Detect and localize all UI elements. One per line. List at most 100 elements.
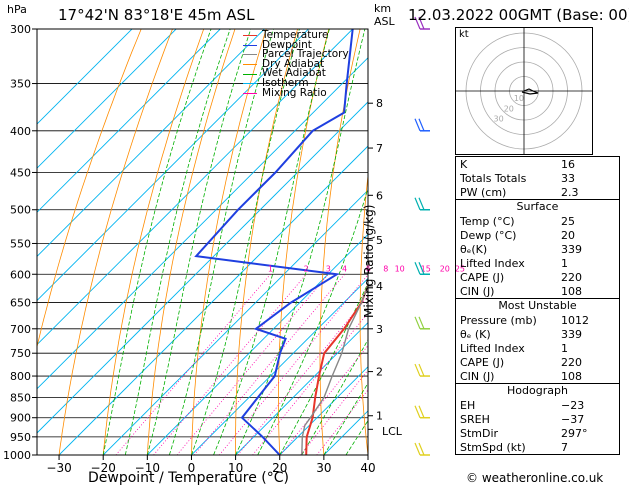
pressure-tick-label: 500 [10,204,31,217]
legend-label: Temperature [262,29,329,41]
temp-tick-label: 40 [360,461,375,475]
index-label: Totals Totals [460,172,527,185]
index-row: StmDir 297° [456,426,619,440]
most-unstable-block: Pressure (mb) 1012 θₑ (K) 339 Lifted Index 1 C… [456,313,619,383]
mixing-ratio-axis-label: Mixing Ratio (g/kg) [362,204,376,318]
isotherm [279,366,368,455]
mixing-ratio-label: 3 [326,264,331,273]
hodo-ring-label: 10 [514,94,524,103]
plot-border [36,28,369,456]
legend-item: Dry Adiabat [243,59,349,70]
km-tick-label: 8 [376,97,383,110]
index-label: SREH [460,413,490,426]
index-row: Pressure (mb) 1012 [456,313,619,327]
isotherm [37,29,309,302]
pressure-tick-label: 900 [10,412,31,425]
index-row: K 16 [456,157,619,171]
barb-flag [418,118,425,132]
index-value: 220 [561,356,582,369]
index-row: Lifted Index 1 [456,256,619,270]
legend-label: Dewpoint [262,38,312,51]
index-value: 1012 [561,314,589,327]
wind-barb [414,16,430,30]
datetime: 12.03.2022 00GMT (Base: 00) [408,6,629,24]
barb-flag [418,442,425,456]
index-row: θₑ(K) 339 [456,242,619,256]
isotherm [37,29,133,125]
pressure-tick-label: 450 [10,166,31,179]
series-parcel-trajectory [301,283,368,455]
index-label: EH [460,399,476,412]
km-tick-label: 6 [376,189,383,202]
pressure-tick-label: 750 [10,347,31,360]
index-label: StmDir [460,427,499,440]
index-value: 20 [561,229,575,242]
wet-adiabat [124,29,231,455]
wind-barb [414,197,430,211]
index-row: Lifted Index 1 [456,341,619,355]
legend-label: Parcel Trajectory [262,48,349,61]
mixing-ratio-label: 6 [366,264,371,273]
wet-adiabat [235,29,366,455]
temp-tick-label: 10 [228,461,243,475]
isotherm [147,233,368,455]
wind-barb [414,442,430,456]
indices-top-block: K 16 Totals Totals 33 PW (cm) 2.3 [456,157,619,199]
index-row: StmSpd (kt) 7 [456,440,619,454]
mixing-ratio-line [218,274,368,455]
index-row: CIN (J) 108 [456,284,619,298]
isotherm [102,189,368,455]
mixing-ratio-line [153,274,307,455]
legend-item: Wet Adiabat [243,68,349,79]
index-label: CAPE (J) [460,356,505,369]
hodo-ring-label: 30 [494,114,504,123]
index-label: θₑ(K) [460,243,488,256]
pressure-tick-label: 300 [10,23,31,36]
dry-adiabat [359,172,368,455]
copyright: © weatheronline.co.uk [466,471,604,485]
wind-barb [414,405,430,419]
legend-label: Isotherm [262,76,309,89]
barb-flag [414,442,421,456]
wet-adiabat [279,282,368,455]
pressure-tick-label: 400 [10,125,31,138]
mixing-ratio-label: 15 [421,264,431,273]
legend-swatch [243,83,257,85]
plot-frame [36,28,369,456]
legend-swatch [243,64,257,66]
surface-title: Surface [456,199,619,214]
indices-table: K 16 Totals Totals 33 PW (cm) 2.3 Surface Tem… [455,156,620,455]
index-value: 339 [561,243,582,256]
index-row: CAPE (J) 220 [456,355,619,369]
index-label: CIN (J) [460,285,495,298]
barb-flag [414,405,421,418]
index-row: CAPE (J) 220 [456,270,619,284]
asl-label: ASL [374,15,395,28]
barb-flag [414,363,421,377]
location-title: 17°42'N 83°18'E 45m ASL [58,6,255,24]
temp-tick-label: −20 [91,461,116,475]
wet-adiabat [301,338,368,455]
index-value: 108 [561,285,582,298]
barb-flag [418,363,425,377]
index-value: 1 [561,257,568,270]
wind-barb [414,316,430,330]
index-row: SREH −37 [456,412,619,426]
mixing-ratio-line [193,274,345,455]
legend-item: Dewpoint [243,38,349,51]
isotherm [191,277,368,455]
legend-item: Isotherm [243,76,349,89]
pressure-tick-label: 850 [10,391,31,404]
mixing-ratio-label: 2 [304,264,309,273]
mixing-ratio-label: 1 [268,264,273,273]
index-label: CAPE (J) [460,271,505,284]
pressure-tick-label: 350 [10,78,31,91]
pressure-tick-label: 550 [10,237,31,250]
index-label: Temp (°C) [460,215,515,228]
wet-adiabat [323,382,368,455]
km-tick-label: 3 [376,323,383,336]
legend-item: Mixing Ratio [243,88,349,99]
km-tick-label: 7 [376,142,383,155]
isotherm [58,145,368,455]
